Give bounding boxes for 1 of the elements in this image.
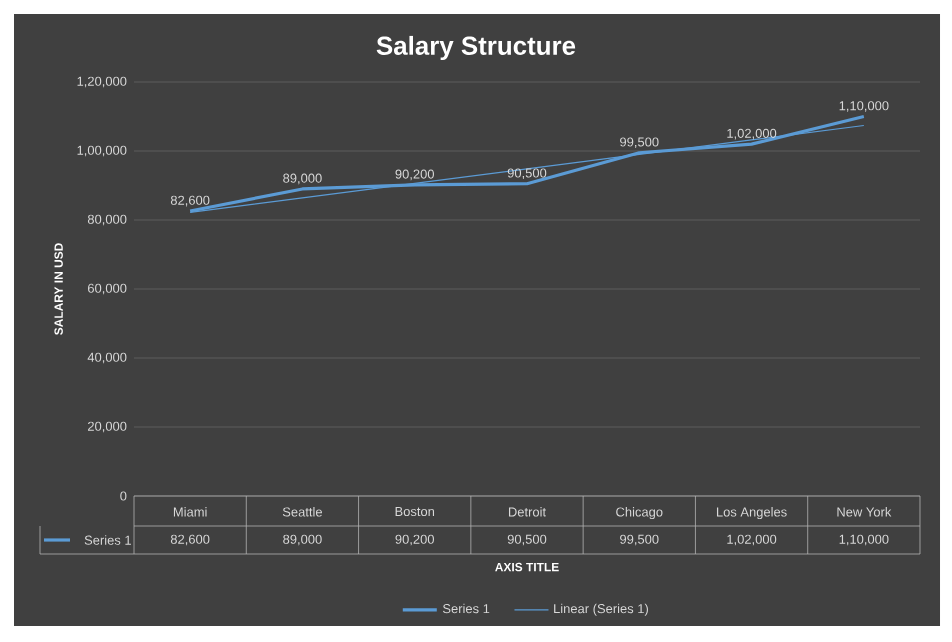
chart-title: Salary Structure <box>376 35 576 61</box>
